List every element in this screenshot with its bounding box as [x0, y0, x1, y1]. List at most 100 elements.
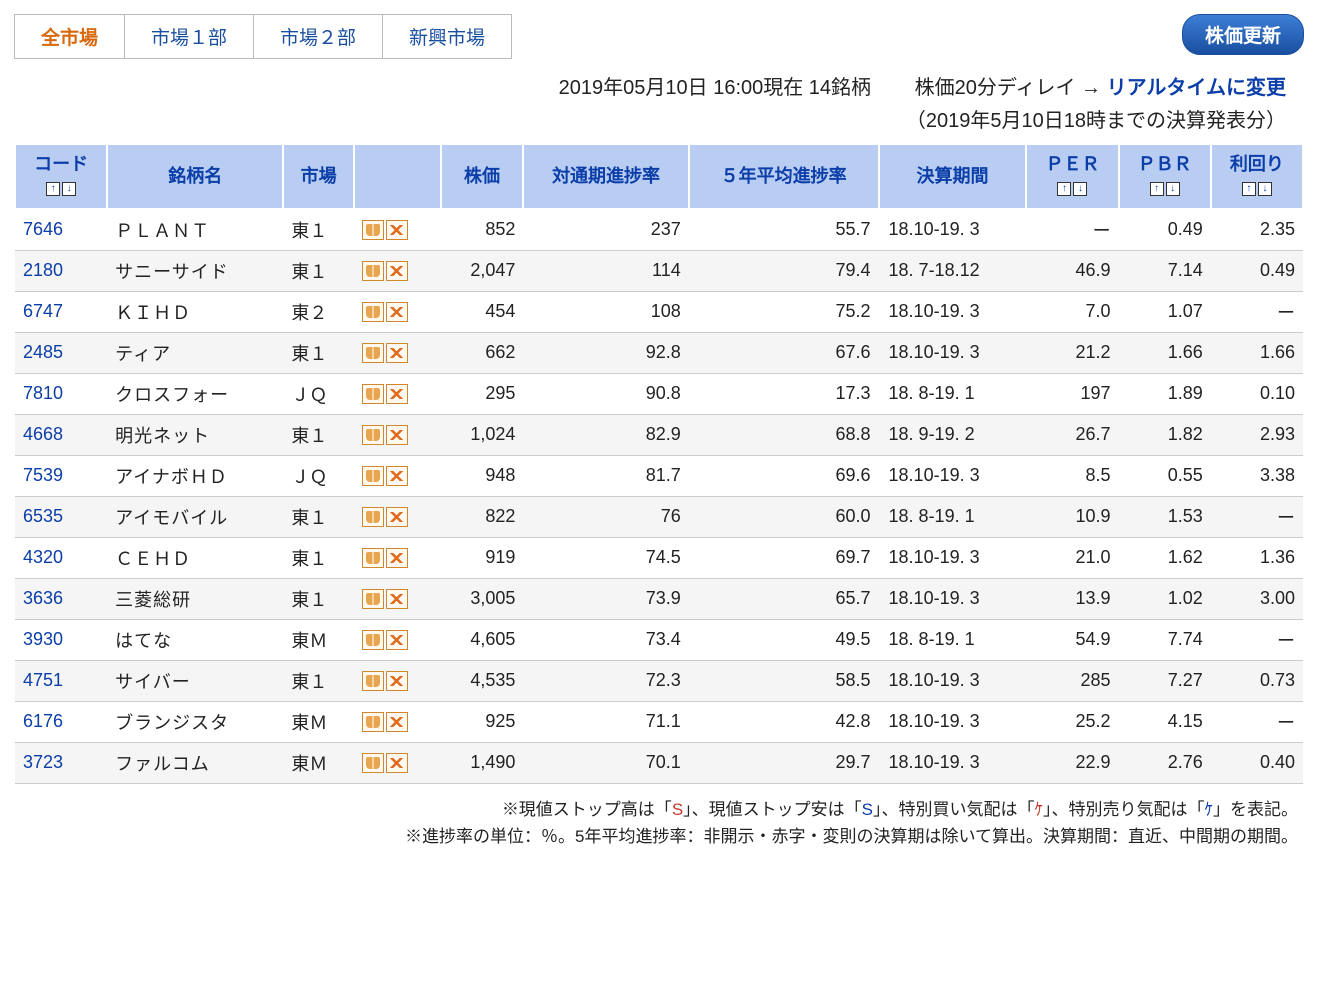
period-cell: 18.10-19. 3	[879, 701, 1027, 742]
chart-icon[interactable]	[386, 384, 408, 404]
book-icon[interactable]	[362, 753, 384, 773]
market-tab-1[interactable]: 市場１部	[125, 15, 254, 58]
market-tab-3[interactable]: 新興市場	[383, 15, 511, 58]
chart-icon[interactable]	[386, 589, 408, 609]
table-row: 7539アイナボＨＤＪＱ94881.769.618.10-19. 38.50.5…	[15, 455, 1303, 496]
book-icon[interactable]	[362, 548, 384, 568]
table-row: 6747ＫＩＨＤ東２45410875.218.10-19. 37.01.07ー	[15, 291, 1303, 332]
chart-icon[interactable]	[386, 343, 408, 363]
book-icon[interactable]	[362, 302, 384, 322]
stock-code-link[interactable]: 2180	[15, 250, 107, 291]
period-cell: 18.10-19. 3	[879, 537, 1027, 578]
chart-icon[interactable]	[386, 712, 408, 732]
sort-up-icon[interactable]: ↑	[1150, 182, 1164, 196]
book-icon[interactable]	[362, 220, 384, 240]
book-icon[interactable]	[362, 466, 384, 486]
col-code[interactable]: コード↑↓	[15, 144, 107, 209]
table-row: 6535アイモバイル東１8227660.018. 8-19. 110.91.53…	[15, 496, 1303, 537]
delay-text: 株価20分ディレイ →	[915, 77, 1107, 99]
stock-code-link[interactable]: 2485	[15, 332, 107, 373]
chart-icon[interactable]	[386, 302, 408, 322]
stock-code-link[interactable]: 7810	[15, 373, 107, 414]
pbr-cell: 1.02	[1119, 578, 1211, 619]
sort-up-icon[interactable]: ↑	[46, 182, 60, 196]
period-cell: 18.10-19. 3	[879, 332, 1027, 373]
book-icon[interactable]	[362, 630, 384, 650]
chart-icon[interactable]	[386, 507, 408, 527]
chart-icon[interactable]	[386, 671, 408, 691]
book-icon[interactable]	[362, 671, 384, 691]
book-icon[interactable]	[362, 507, 384, 527]
col-period: 決算期間	[879, 144, 1027, 209]
stock-market: 東１	[283, 496, 353, 537]
pbr-cell: 1.82	[1119, 414, 1211, 455]
chart-icon[interactable]	[386, 261, 408, 281]
sort-up-icon[interactable]: ↑	[1057, 182, 1071, 196]
col-yield[interactable]: 利回り↑↓	[1211, 144, 1303, 209]
chart-icon[interactable]	[386, 548, 408, 568]
price-cell: 948	[441, 455, 524, 496]
market-tab-2[interactable]: 市場２部	[254, 15, 383, 58]
progress-cell: 92.8	[523, 332, 688, 373]
stock-code-link[interactable]: 6176	[15, 701, 107, 742]
stock-market: ＪＱ	[283, 455, 353, 496]
chart-icon[interactable]	[386, 753, 408, 773]
col-pbr[interactable]: ＰＢＲ↑↓	[1119, 144, 1211, 209]
chart-icon[interactable]	[386, 630, 408, 650]
table-row: 2180サニーサイド東１2,04711479.418. 7-18.1246.97…	[15, 250, 1303, 291]
sort-down-icon[interactable]: ↓	[1166, 182, 1180, 196]
yield-cell: 3.00	[1211, 578, 1303, 619]
stock-market: 東１	[283, 578, 353, 619]
avg5y-cell: 69.7	[689, 537, 879, 578]
price-cell: 2,047	[441, 250, 524, 291]
stock-name: サイバー	[107, 660, 283, 701]
stock-code-link[interactable]: 6535	[15, 496, 107, 537]
yield-cell: 0.40	[1211, 742, 1303, 783]
book-icon[interactable]	[362, 384, 384, 404]
book-icon[interactable]	[362, 343, 384, 363]
chart-icon[interactable]	[386, 425, 408, 445]
market-tab-0[interactable]: 全市場	[15, 15, 125, 58]
stock-code-link[interactable]: 4668	[15, 414, 107, 455]
stock-code-link[interactable]: 4320	[15, 537, 107, 578]
per-cell: 46.9	[1026, 250, 1118, 291]
period-cell: 18.10-19. 3	[879, 742, 1027, 783]
price-cell: 3,005	[441, 578, 524, 619]
stock-code-link[interactable]: 7646	[15, 209, 107, 251]
stock-market: 東１	[283, 332, 353, 373]
stock-code-link[interactable]: 3930	[15, 619, 107, 660]
book-icon[interactable]	[362, 261, 384, 281]
book-icon[interactable]	[362, 425, 384, 445]
stock-code-link[interactable]: 6747	[15, 291, 107, 332]
chart-icon[interactable]	[386, 466, 408, 486]
price-update-button[interactable]: 株価更新	[1182, 14, 1304, 55]
chart-icon[interactable]	[386, 220, 408, 240]
col-per[interactable]: ＰＥＲ↑↓	[1026, 144, 1118, 209]
progress-cell: 76	[523, 496, 688, 537]
stock-code-link[interactable]: 3723	[15, 742, 107, 783]
table-row: 3930はてな東Ｍ4,60573.449.518. 8-19. 154.97.7…	[15, 619, 1303, 660]
stock-code-link[interactable]: 4751	[15, 660, 107, 701]
col-price: 株価	[441, 144, 524, 209]
realtime-link[interactable]: リアルタイムに変更	[1107, 77, 1286, 99]
stock-code-link[interactable]: 7539	[15, 455, 107, 496]
sort-up-icon[interactable]: ↑	[1242, 182, 1256, 196]
col-name: 銘柄名	[107, 144, 283, 209]
stock-table: コード↑↓ 銘柄名 市場 株価 対通期進捗率 ５年平均進捗率 決算期間 ＰＥＲ↑…	[14, 143, 1304, 784]
period-cell: 18. 8-19. 1	[879, 373, 1027, 414]
sort-down-icon[interactable]: ↓	[1258, 182, 1272, 196]
per-cell: 197	[1026, 373, 1118, 414]
stock-code-link[interactable]: 3636	[15, 578, 107, 619]
book-icon[interactable]	[362, 589, 384, 609]
stock-market: 東１	[283, 209, 353, 251]
sort-down-icon[interactable]: ↓	[62, 182, 76, 196]
progress-cell: 114	[523, 250, 688, 291]
stock-name: クロスフォー	[107, 373, 283, 414]
avg5y-cell: 42.8	[689, 701, 879, 742]
yield-cell: 1.36	[1211, 537, 1303, 578]
price-cell: 822	[441, 496, 524, 537]
progress-cell: 71.1	[523, 701, 688, 742]
row-icons	[354, 537, 441, 578]
book-icon[interactable]	[362, 712, 384, 732]
sort-down-icon[interactable]: ↓	[1073, 182, 1087, 196]
